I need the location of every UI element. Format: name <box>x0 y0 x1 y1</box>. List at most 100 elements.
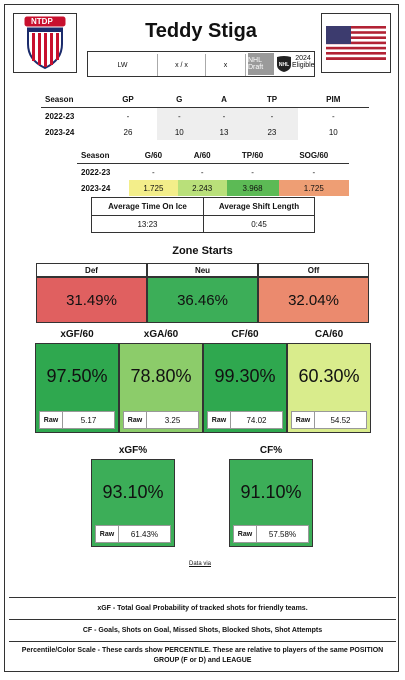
raw-value: 5.17 <box>80 415 97 425</box>
metric-percentile: 60.30% <box>298 365 360 386</box>
svg-text:NHL: NHL <box>279 62 289 68</box>
raw-box: Raw 54.52 <box>291 411 367 429</box>
raw-box: Raw 5.17 <box>39 411 115 429</box>
metric-title: CF/60 <box>231 329 259 340</box>
zone-def-value: 31.49% <box>36 277 147 323</box>
raw-value: 74.02 <box>246 415 267 425</box>
rate-stats-table: Season G/60 A/60 TP/60 SOG/60 2022-23 - … <box>77 147 349 196</box>
raw-label: Raw <box>124 412 147 428</box>
col-tp60: TP/60 <box>226 147 279 164</box>
raw-box: Raw 3.25 <box>123 411 199 429</box>
metric-title: CF% <box>259 445 283 456</box>
table-row: 2022-23 - - - - - <box>41 107 369 124</box>
draft-label: NHL Draft <box>248 53 274 75</box>
metric-percentile: 99.30% <box>214 365 276 386</box>
raw-label: Raw <box>292 412 315 428</box>
zone-neu-value: 36.46% <box>147 277 258 323</box>
basic-stats-table: Season GP G A TP PIM 2022-23 - - - - - 2… <box>41 91 369 140</box>
metric-percentile: 91.10% <box>240 481 302 502</box>
raw-value: 61.43% <box>130 529 159 539</box>
col-pim: PIM <box>297 91 369 108</box>
raw-label: Raw <box>96 526 119 542</box>
table-row: 2023-24 1.725 2.243 3.968 1.725 <box>77 180 349 196</box>
info-extra: x <box>206 54 246 76</box>
stat-value: - <box>312 167 316 177</box>
metric-title: xGF/60 <box>60 329 94 340</box>
season: 2023-24 <box>81 183 111 193</box>
stat-value: 10 <box>156 124 202 140</box>
table-row: 2023-24 26 10 13 23 10 <box>41 124 369 140</box>
country-flag <box>321 13 391 73</box>
metric-title: CA/60 <box>314 329 344 340</box>
player-card: NTDP Teddy Stiga LW x / x x NHL Draft NH… <box>4 4 399 672</box>
basic-stats-header: Season GP G A TP PIM <box>41 91 369 108</box>
metric-title: xGF% <box>118 445 148 456</box>
position: LW <box>88 54 158 76</box>
zone-off-label: Off <box>258 263 369 277</box>
stat-value: 23 <box>246 124 298 140</box>
avg-shift-value: 0:45 <box>251 219 267 229</box>
avg-toi-value: 13:23 <box>92 216 204 232</box>
ntdp-shield-icon <box>23 15 67 70</box>
stat-value: - <box>126 111 130 121</box>
metric-card-xga60: 78.80% Raw 3.25 <box>119 343 203 433</box>
stat-value: 3.968 <box>226 180 279 196</box>
raw-label: Raw <box>234 526 257 542</box>
zone-starts-title: Zone Starts <box>172 245 233 257</box>
col-g: G <box>156 91 202 108</box>
zone-off-value: 32.04% <box>258 277 369 323</box>
logo-text: NTDP <box>31 17 53 26</box>
nhl-shield-icon: NHL <box>276 55 292 78</box>
metric-card-cf60: 99.30% Raw 74.02 <box>203 343 287 433</box>
col-g60: G/60 <box>129 147 178 164</box>
col-season: Season <box>41 91 99 108</box>
metric-percentile: 93.10% <box>102 481 164 502</box>
metric-card-cf-pct: 91.10% Raw 57.58% <box>229 459 313 547</box>
raw-box: Raw 74.02 <box>207 411 283 429</box>
player-info-row: LW x / x x NHL Draft NHL 2024 Eligible <box>87 51 315 77</box>
stat-value: 1.725 <box>129 180 178 196</box>
player-name: Teddy Stiga <box>145 19 257 42</box>
stat-value: - <box>201 107 247 124</box>
stat-value: 13 <box>201 124 247 140</box>
raw-value: 54.52 <box>330 415 351 425</box>
metric-percentile: 78.80% <box>130 365 192 386</box>
zone-neu-label: Neu <box>147 263 258 277</box>
team-logo: NTDP <box>13 13 77 73</box>
rate-stats-header: Season G/60 A/60 TP/60 SOG/60 <box>77 147 349 164</box>
raw-box: Raw 57.58% <box>233 525 309 543</box>
raw-label: Raw <box>40 412 63 428</box>
stat-value: 26 <box>123 127 133 137</box>
data-via-link[interactable]: Data via <box>189 561 212 567</box>
height-weight: x / x <box>158 54 206 76</box>
col-season: Season <box>77 147 129 164</box>
stat-value: 2.243 <box>177 180 227 196</box>
stat-value: - <box>251 167 254 177</box>
season: 2023-24 <box>45 127 75 137</box>
col-sog60: SOG/60 <box>278 147 349 164</box>
season: 2022-23 <box>81 167 111 177</box>
stat-value: - <box>331 111 335 121</box>
metric-card-xgf60: 97.50% Raw 5.17 <box>35 343 119 433</box>
footnote-cf: CF - Goals, Shots on Goal, Missed Shots,… <box>9 619 396 641</box>
metric-percentile: 97.50% <box>46 365 108 386</box>
stat-value: - <box>152 167 155 177</box>
stat-value: 1.725 <box>278 180 349 196</box>
metric-card-ca60: 60.30% Raw 54.52 <box>287 343 371 433</box>
toi-box: Average Time On Ice Average Shift Length… <box>91 197 315 233</box>
raw-value: 3.25 <box>164 415 181 425</box>
raw-box: Raw 61.43% <box>95 525 171 543</box>
col-gp: GP <box>99 91 157 108</box>
stat-value: - <box>246 107 298 124</box>
metric-card-xgf-pct: 93.10% Raw 61.43% <box>91 459 175 547</box>
stat-value: - <box>200 167 204 177</box>
raw-label: Raw <box>208 412 231 428</box>
footnote-xgf: xGF - Total Goal Probability of tracked … <box>9 597 396 619</box>
stat-value: 10 <box>328 127 338 137</box>
season: 2022-23 <box>45 111 75 121</box>
footnote-scale: Percentile/Color Scale - These cards sho… <box>9 641 396 669</box>
stat-value: - <box>156 107 202 124</box>
zone-def-label: Def <box>36 263 147 277</box>
avg-toi-label: Average Time On Ice <box>92 198 204 216</box>
avg-shift-label: Average Shift Length <box>204 198 314 216</box>
